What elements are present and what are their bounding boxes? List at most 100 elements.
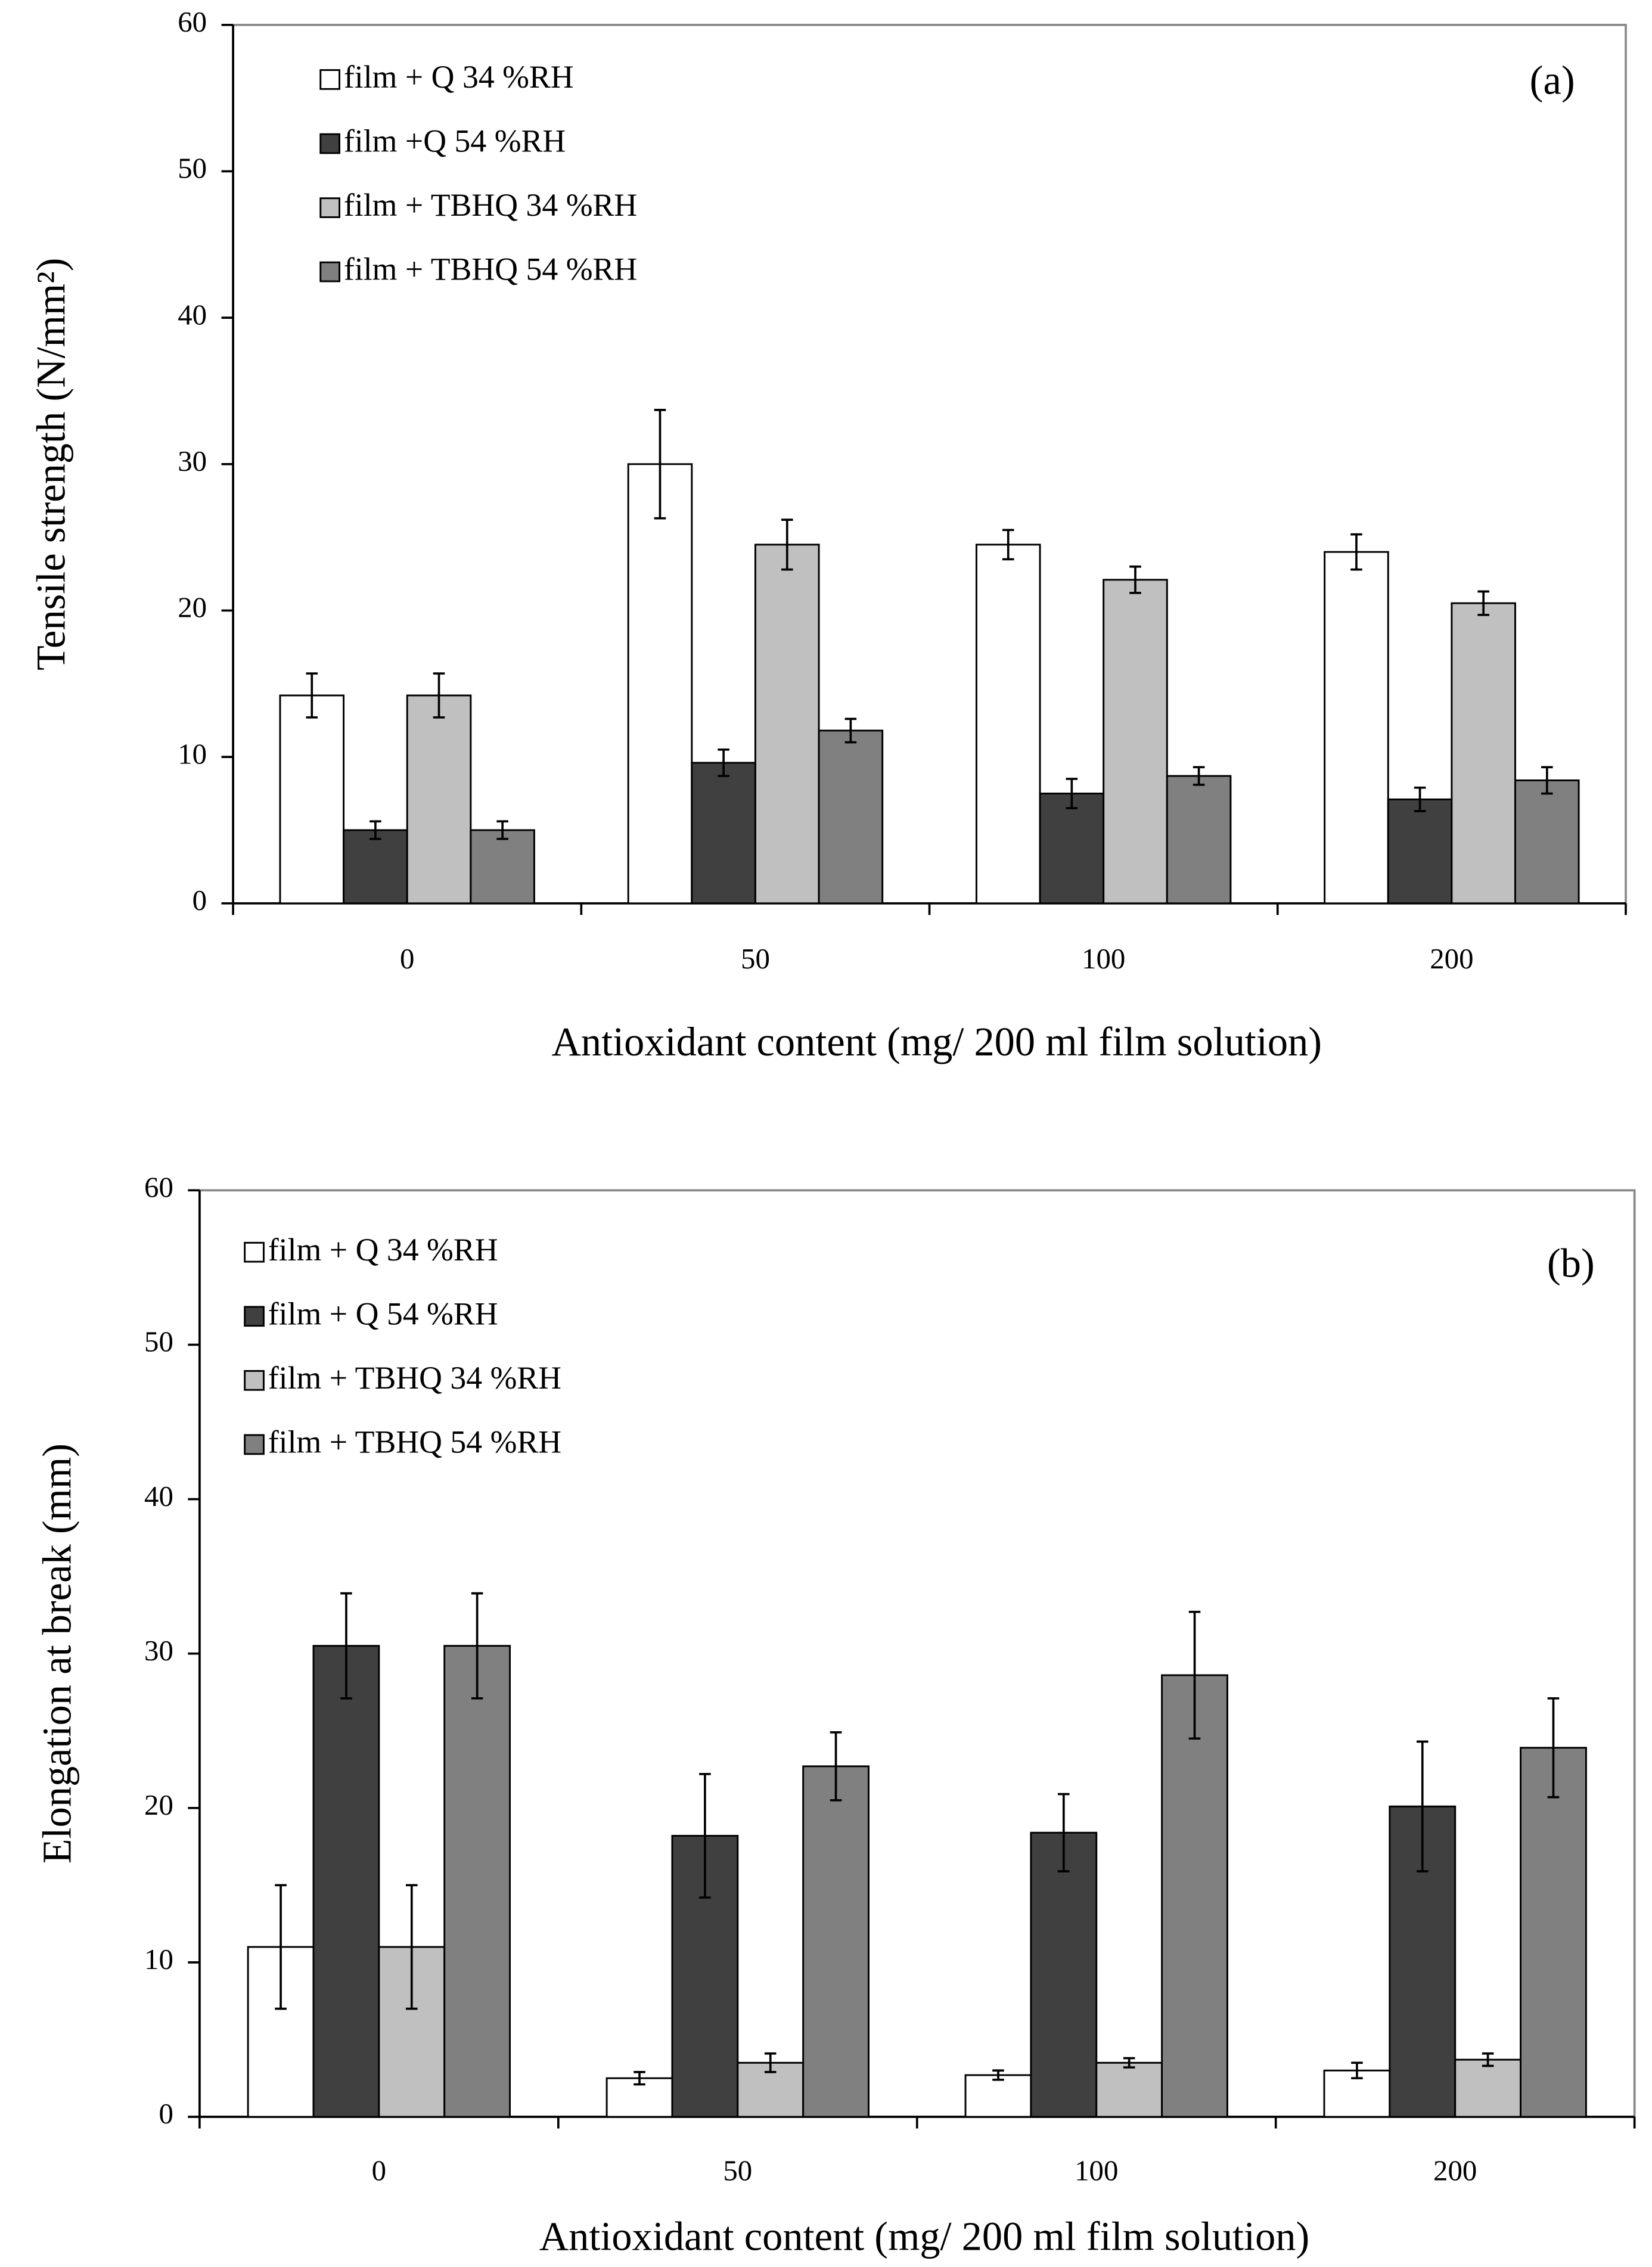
legend-label: film + TBHQ 34 %RH	[344, 187, 637, 223]
legend-label: film + Q 34 %RH	[344, 59, 574, 95]
bar	[1103, 579, 1168, 905]
x-tick-label: 200	[1430, 942, 1473, 975]
error-bar	[1129, 565, 1141, 594]
legend-swatch	[319, 261, 341, 282]
x-tick-label: 200	[1433, 2154, 1477, 2187]
legend-swatch	[244, 1306, 265, 1327]
bar	[343, 829, 408, 905]
y-tick-label: 60	[144, 1171, 173, 1204]
y-tick-label: 50	[178, 152, 207, 185]
error-bar	[1002, 529, 1014, 561]
bar	[691, 762, 756, 905]
bar	[312, 1645, 380, 2118]
legend-label: film + Q 54 %RH	[268, 1296, 498, 1331]
bar	[1520, 1747, 1587, 2118]
error-bar	[764, 2052, 777, 2073]
error-bar	[471, 1592, 483, 1700]
legend-swatch	[244, 1434, 265, 1455]
x-tick-label: 50	[741, 942, 770, 975]
error-bar	[1351, 2061, 1363, 2080]
legend-label: film + Q 34 %RH	[268, 1232, 498, 1268]
y-tick-label: 20	[178, 591, 207, 624]
error-bar	[718, 748, 729, 777]
legend-label: film + TBHQ 54 %RH	[344, 251, 637, 287]
error-bar	[699, 1772, 711, 1899]
error-bar	[433, 672, 445, 719]
error-bar	[1541, 766, 1553, 795]
error-bar	[340, 1592, 352, 1700]
error-bar	[1123, 2057, 1135, 2069]
x-axis-label: Antioxidant content (mg/ 200 ml film sol…	[551, 1019, 1322, 1064]
error-bar	[1547, 1697, 1560, 1799]
error-bar	[1193, 766, 1205, 786]
error-bar	[406, 1884, 418, 2010]
error-bar	[1414, 786, 1426, 812]
bar	[1451, 602, 1516, 905]
bar	[627, 463, 693, 905]
bar	[1030, 1831, 1098, 2118]
error-bar	[1416, 1740, 1429, 1872]
bar	[1514, 779, 1580, 905]
error-bar	[369, 820, 381, 840]
bar	[1095, 2061, 1163, 2118]
y-tick-label: 0	[192, 884, 207, 917]
x-tick-label: 50	[723, 2154, 752, 2187]
error-bar	[275, 1884, 287, 2010]
error-bar	[496, 820, 508, 840]
legend-swatch	[319, 133, 341, 154]
bar	[818, 729, 884, 905]
bar	[443, 1645, 511, 2118]
x-tick-label: 0	[372, 2154, 386, 2187]
bar	[1161, 1674, 1228, 2118]
legend-swatch	[244, 1241, 265, 1263]
legend-swatch	[244, 1369, 265, 1391]
error-bar	[992, 2069, 1004, 2081]
y-tick-label: 60	[178, 5, 207, 38]
y-tick-label: 10	[144, 1943, 173, 1976]
y-axis-label: Elongation at break (mm)	[34, 1443, 79, 1864]
error-bar	[1058, 1793, 1070, 1872]
error-bar	[1350, 533, 1362, 571]
bar	[406, 694, 472, 905]
y-tick-label: 40	[144, 1480, 173, 1513]
error-bar	[306, 672, 318, 719]
annotation: (a)	[1530, 58, 1575, 103]
legend-label: film +Q 54 %RH	[344, 123, 566, 159]
legend-swatch	[319, 69, 341, 90]
y-tick-label: 30	[178, 445, 207, 477]
bar	[975, 544, 1041, 905]
y-tick-label: 40	[178, 298, 207, 331]
error-bar	[830, 1731, 842, 1802]
bar	[1454, 2058, 1522, 2118]
bar	[1039, 793, 1105, 905]
x-axis-label: Antioxidant content (mg/ 200 ml film sol…	[539, 2213, 1310, 2259]
bar	[279, 694, 345, 905]
error-bar	[1477, 590, 1489, 616]
annotation: (b)	[1547, 1241, 1595, 1286]
y-tick-label: 30	[144, 1634, 173, 1667]
x-tick-label: 100	[1075, 2154, 1118, 2187]
y-tick-label: 10	[178, 737, 207, 770]
bar	[470, 829, 535, 905]
error-bar	[1482, 2052, 1494, 2067]
y-axis-label: Tensile strength (N/mm²)	[29, 258, 74, 670]
bar	[671, 1834, 739, 2118]
error-bar	[1188, 1610, 1201, 1740]
x-tick-label: 0	[400, 942, 414, 975]
bar	[1387, 798, 1453, 905]
bar	[964, 2074, 1032, 2118]
legend-label: film + TBHQ 54 %RH	[268, 1424, 561, 1459]
y-tick-label: 50	[144, 1325, 173, 1358]
x-tick-label: 100	[1082, 942, 1125, 975]
y-tick-label: 0	[159, 2097, 173, 2130]
error-bar	[634, 2071, 645, 2086]
error-bar	[1066, 778, 1078, 809]
error-bar	[654, 409, 666, 520]
bar	[802, 1765, 870, 2118]
bar	[1324, 551, 1389, 905]
bar	[754, 544, 820, 905]
y-tick-label: 20	[144, 1788, 173, 1821]
bar	[1166, 775, 1232, 905]
